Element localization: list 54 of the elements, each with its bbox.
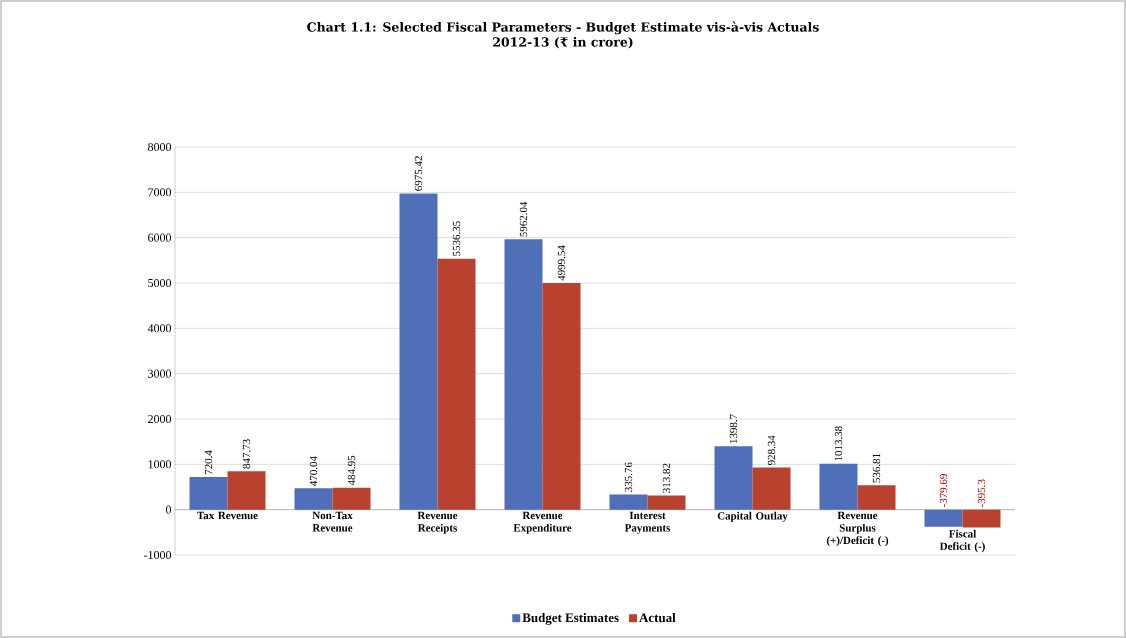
bar [647,495,686,510]
x-tick-label: Non-Tax Revenue [312,511,353,532]
y-tick-label: 4000 [147,324,172,333]
bar [437,258,476,510]
y-tick-label: 0 [165,505,172,514]
data-label: 1013.38 [834,426,843,461]
bar [504,239,543,510]
data-label: 4999.54 [557,245,566,281]
bar [609,494,648,510]
bar [857,485,896,510]
x-tick-label: Interest Payments [624,511,671,534]
chart-subtitle: 2012-13 (₹ in crore) [493,37,633,49]
y-tick-label: 2000 [148,414,172,424]
x-tick-label: Revenue Expenditure [513,511,572,534]
data-label: -379.69 [939,474,948,508]
x-tick-label: Tax Revenue [197,511,258,520]
data-label: 5962.04 [519,201,528,237]
bar [399,193,438,510]
x-tick-label: Fiscal Deficit (-) [939,529,985,553]
bar [294,488,333,510]
chart-title: Chart 1.1: Selected Fiscal Parameters - Budget Estimate vis-à-vis Actuals [307,21,819,35]
bar [924,509,963,527]
y-tick-label: 1000 [148,460,172,469]
bar [189,476,228,510]
y-tick-label: -1000 [144,550,172,560]
y-tick-label: 3000 [148,369,172,378]
data-label: 536.81 [872,453,881,483]
y-tick-label: 8000 [148,142,172,152]
y-tick-label: 6000 [148,233,172,242]
data-label: 335.76 [624,462,633,492]
data-label: 313.82 [662,463,671,493]
bar [714,446,753,510]
data-label: 720.4 [204,450,213,475]
x-tick-label: Capital Outlay [717,511,788,522]
data-label: 1398.7 [729,414,738,444]
data-label: 847.73 [242,439,251,469]
bar [227,471,266,510]
data-label: 928.34 [767,435,776,466]
bar [332,487,371,510]
x-tick-label: Revenue Receipts [417,511,458,534]
x-tick-label: Revenue Surplus (+)/Deficit (-) [826,511,889,547]
data-label: 484.95 [347,455,356,486]
data-label: 470.04 [309,456,318,486]
y-tick-label: 7000 [148,188,172,197]
legend-label: Budget Estimates [522,612,619,625]
data-label: -395.3 [977,479,986,508]
data-label: 5536.35 [452,221,461,256]
bar [542,283,581,510]
bar [819,463,858,510]
legend-label: Actual [639,612,676,623]
data-label: 6975.42 [414,156,423,191]
bar [962,509,1001,528]
bar [752,467,791,510]
y-tick-label: 5000 [148,278,172,288]
